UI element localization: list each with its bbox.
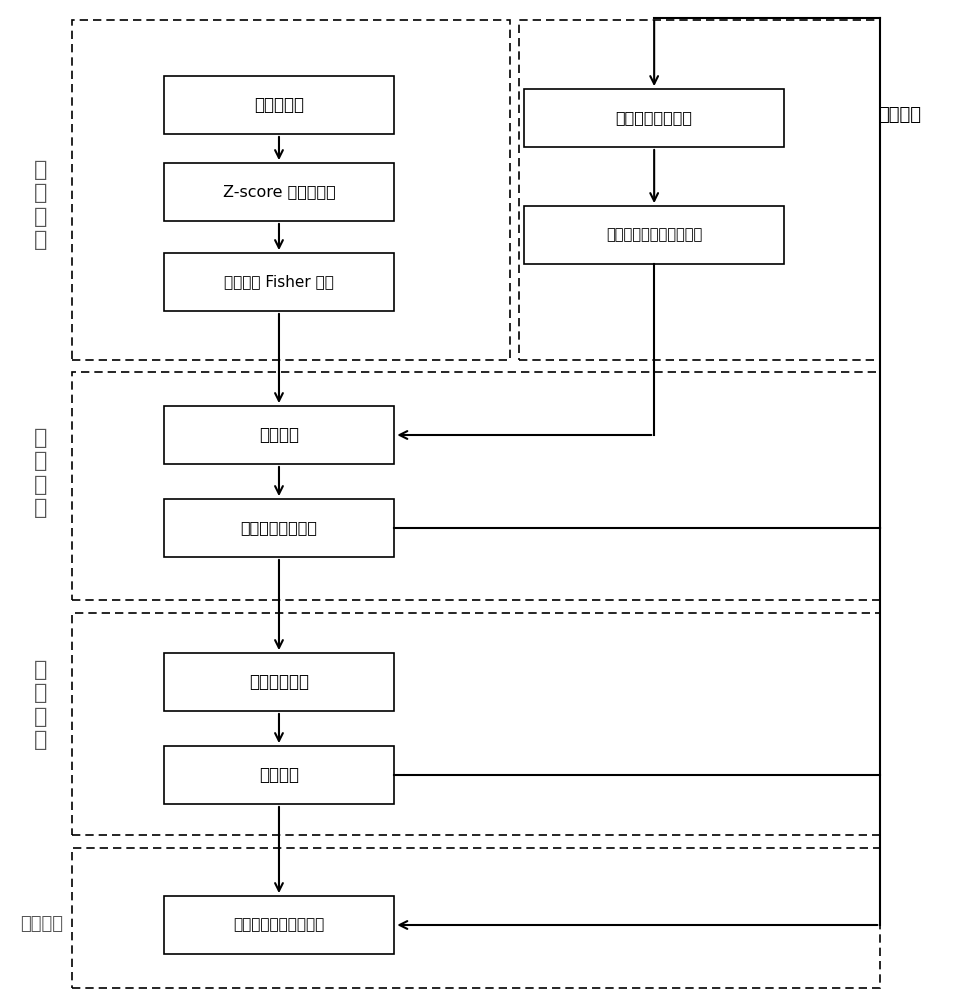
FancyBboxPatch shape bbox=[163, 896, 394, 954]
FancyBboxPatch shape bbox=[163, 406, 394, 464]
Text: Z-score 数据预处理: Z-score 数据预处理 bbox=[222, 184, 335, 200]
Text: 盾构掘进参数数据: 盾构掘进参数数据 bbox=[615, 110, 692, 125]
Text: 盾构掘进参数数据预处理: 盾构掘进参数数据预处理 bbox=[605, 228, 702, 242]
Text: 传感器读数: 传感器读数 bbox=[254, 96, 304, 114]
FancyBboxPatch shape bbox=[163, 653, 394, 711]
FancyBboxPatch shape bbox=[163, 253, 394, 311]
FancyBboxPatch shape bbox=[163, 163, 394, 221]
Text: 数据采集: 数据采集 bbox=[877, 106, 920, 124]
FancyBboxPatch shape bbox=[524, 89, 783, 147]
FancyBboxPatch shape bbox=[163, 499, 394, 557]
Text: 建立局部 Fisher 模型: 建立局部 Fisher 模型 bbox=[224, 274, 333, 290]
FancyBboxPatch shape bbox=[163, 76, 394, 134]
Text: 土
层
检
测: 土 层 检 测 bbox=[34, 428, 47, 518]
FancyBboxPatch shape bbox=[163, 746, 394, 804]
Text: 土层识别: 土层识别 bbox=[259, 766, 299, 784]
FancyBboxPatch shape bbox=[524, 206, 783, 264]
Text: 新建土层类别: 新建土层类别 bbox=[249, 673, 308, 691]
Text: 模
型
建
立: 模 型 建 立 bbox=[34, 160, 47, 250]
Text: 是否有同类别土层: 是否有同类别土层 bbox=[240, 520, 317, 536]
Text: 土
层
识
别: 土 层 识 别 bbox=[34, 660, 47, 750]
Text: 土层检测: 土层检测 bbox=[259, 426, 299, 444]
Text: 输出显示: 输出显示 bbox=[20, 915, 62, 933]
Text: 盾构掘进参数控制范围: 盾构掘进参数控制范围 bbox=[234, 918, 324, 932]
